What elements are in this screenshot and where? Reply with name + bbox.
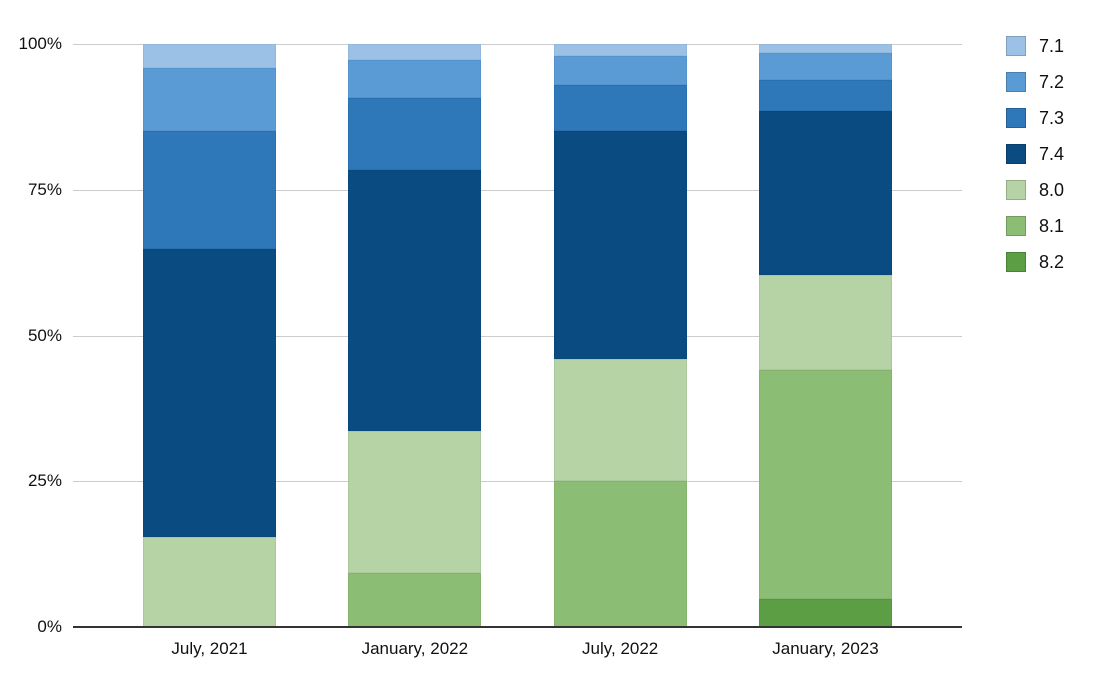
- legend-swatch-8.2: [1006, 252, 1026, 272]
- bar-segment-8.1: [348, 573, 482, 627]
- x-tick-label: January, 2022: [361, 639, 469, 658]
- y-tick-label: 0%: [37, 617, 62, 636]
- legend-item-7.1: 7.1: [1006, 36, 1064, 56]
- gridline-100%: [73, 44, 962, 45]
- bar-segment-7.1: [348, 44, 482, 60]
- legend-item-8.0: 8.0: [1006, 180, 1064, 200]
- bar-segment-7.2: [143, 68, 276, 132]
- x-tick-label: January, 2023: [772, 639, 879, 658]
- y-tick-label: 50%: [27, 325, 62, 345]
- bar-segment-8.0: [553, 358, 687, 482]
- bar-segment-8.2: [758, 598, 892, 627]
- bar-segment-7.3: [143, 131, 276, 250]
- legend-swatch-7.3: [1006, 108, 1026, 128]
- legend-item-8.1: 8.1: [1006, 216, 1064, 236]
- legend-item-7.4: 7.4: [1006, 144, 1064, 164]
- legend-swatch-8.0: [1006, 180, 1026, 200]
- bar-segment-7.2: [553, 56, 687, 86]
- bar-july-2022: [553, 44, 687, 627]
- bar-july-2021: [143, 44, 276, 627]
- legend-swatch-8.1: [1006, 216, 1026, 236]
- bar-segment-8.0: [758, 275, 892, 371]
- y-tick-label: 25%: [27, 471, 62, 491]
- bar-segment-7.3: [553, 85, 687, 131]
- gridline-25%: [73, 481, 962, 483]
- legend-item-8.2: 8.2: [1006, 252, 1064, 272]
- legend-swatch-7.2: [1006, 72, 1026, 92]
- bar-segment-7.4: [553, 130, 687, 359]
- bar-segment-7.4: [348, 169, 482, 432]
- legend-label: 8.2: [1039, 252, 1065, 272]
- legend-label: 8.0: [1039, 180, 1065, 200]
- x-axis-labels: July, 2021 January, 2022 July, 2022 January…: [73, 639, 962, 659]
- bar-segment-7.2: [348, 59, 482, 99]
- bar-segment-7.1: [553, 44, 687, 57]
- legend-label: 7.3: [1039, 108, 1065, 128]
- bar-segment-7.3: [348, 98, 482, 170]
- bars-container: [73, 44, 962, 627]
- bar-january-2023: [758, 44, 892, 627]
- legend-item-7.2: 7.2: [1006, 72, 1064, 92]
- legend-label: 8.1: [1039, 216, 1065, 236]
- y-tick-label: 100%: [18, 34, 62, 53]
- bar-segment-8.1: [553, 481, 687, 627]
- gridline-75%: [73, 189, 962, 191]
- bar-segment-7.2: [758, 53, 892, 81]
- legend-label: 7.4: [1039, 144, 1065, 164]
- plot-area: [73, 44, 962, 628]
- legend-label: 7.1: [1039, 36, 1065, 56]
- bar-segment-8.0: [143, 536, 276, 627]
- gridline-50%: [73, 335, 962, 337]
- y-axis-labels: 100% 75% 50% 25% 0%: [0, 0, 62, 675]
- y-tick-label: 75%: [27, 179, 62, 199]
- legend-item-7.3: 7.3: [1006, 108, 1064, 128]
- bar-segment-7.4: [758, 111, 892, 276]
- legend-label: 7.2: [1039, 72, 1065, 92]
- legend-swatch-7.1: [1006, 36, 1026, 56]
- legend: 7.1 7.2 7.3 7.4 8.0 8.1 8.2: [1006, 36, 1064, 288]
- bar-segment-7.1: [143, 44, 276, 69]
- bar-segment-8.0: [348, 431, 482, 574]
- bar-segment-8.1: [758, 370, 892, 599]
- x-tick-label: July, 2021: [171, 639, 248, 658]
- bar-january-2022: [348, 44, 482, 627]
- legend-swatch-7.4: [1006, 144, 1026, 164]
- gridlines: [73, 44, 962, 627]
- bar-segment-7.3: [758, 80, 892, 112]
- bar-segment-7.4: [143, 249, 276, 537]
- x-tick-label: July, 2022: [582, 639, 659, 658]
- bar-segment-7.1: [758, 44, 892, 54]
- x-axis-line: [73, 626, 962, 628]
